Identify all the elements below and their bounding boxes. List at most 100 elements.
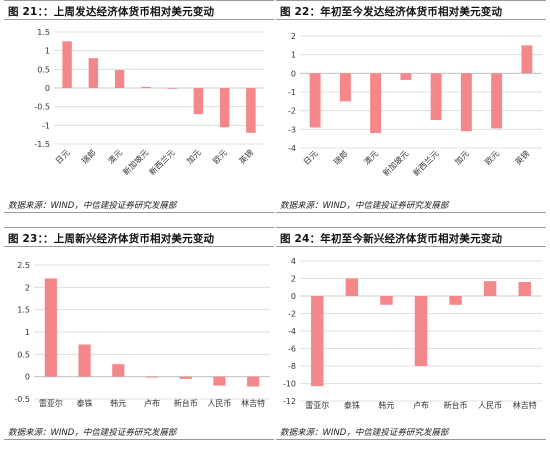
y-tick-label: -1 xyxy=(288,88,296,97)
data-source-note: 数据来源：WIND，中信建投证券研究发展部 xyxy=(8,428,177,438)
x-tick-label: 新西兰元 xyxy=(147,147,177,177)
y-tick-label: 4 xyxy=(291,257,296,266)
data-source-note: 数据来源：WIND，中信建投证券研究发展部 xyxy=(8,201,177,211)
bar xyxy=(491,73,503,129)
bar-chart-svg: -12 -10 -8 -6 -4 -2 0 2 4 雷亚尔 泰铢 韩元 卢布 新台币 人民币 林吉特 xyxy=(283,257,542,410)
x-tick-label: 泰铢 xyxy=(77,398,93,408)
x-tick-label: 日元 xyxy=(54,148,72,166)
bar xyxy=(44,278,57,377)
bar xyxy=(219,88,230,128)
y-tick-label: 0 xyxy=(291,69,296,78)
y-tick-label: -1 xyxy=(42,121,50,130)
x-tick-label: 卢布 xyxy=(413,400,429,410)
figure-label: 图 24： xyxy=(280,233,321,245)
y-tick-label: 2 xyxy=(291,32,296,41)
chart-area: -4 -3 -2 -1 0 1 2 日元 瑞郎 澳元 新加坡元 新西兰元 加元 欧元 英镑 xyxy=(276,22,546,192)
bar-chart-svg: -0.5 0 0.5 1 1.5 2 2.5 雷亚尔 泰铢 韩元 卢布 新台币 人民币 林吉特 xyxy=(14,261,270,408)
x-tick-label: 加元 xyxy=(184,147,202,165)
y-tick-label: 1.5 xyxy=(37,28,50,37)
data-source-note: 数据来源：WIND，中信建投证券研究发展部 xyxy=(280,201,449,211)
divider xyxy=(4,212,274,213)
bar xyxy=(247,376,260,387)
x-tick-label: 瑞郎 xyxy=(79,147,97,165)
y-tick-label: -0.5 xyxy=(14,395,30,404)
y-tick-label: 0 xyxy=(291,292,296,301)
figure-label: 图 21： xyxy=(8,6,44,18)
x-tick-label: 韩元 xyxy=(110,398,126,408)
y-tick-label: -2 xyxy=(288,107,296,116)
y-tick-label: 1 xyxy=(45,47,50,56)
figure-title: ：上周发达经济体货币相对美元变动 xyxy=(43,6,215,18)
bar xyxy=(309,73,321,128)
chart-panel-22: 图 22：年初至今发达经济体货币相对美元变动 -4 -3 -2 -1 0 1 2 日元 瑞郎 澳元… xyxy=(276,0,546,226)
bar xyxy=(179,376,192,379)
bar xyxy=(518,282,531,296)
x-tick-label: 新加坡元 xyxy=(381,148,411,178)
chart-panel-21: 图 21：：上周发达经济体货币相对美元变动 -1.5 -1 -0.5 0 0.5 1 1.5… xyxy=(4,0,274,226)
figure-title: ：上周新兴经济体货币相对美元变动 xyxy=(43,233,215,245)
chart-title-bar: 图 24：年初至今新兴经济体货币相对美元变动 xyxy=(276,227,546,247)
y-tick-label: 0 xyxy=(25,373,30,382)
figure-title: 年初至今发达经济体货币相对美元变动 xyxy=(320,6,503,18)
bar xyxy=(380,296,393,305)
y-tick-label: -8 xyxy=(288,362,296,371)
y-tick-label: -1.5 xyxy=(34,140,50,149)
y-tick-label: -0.5 xyxy=(34,103,50,112)
data-source-note: 数据来源：WIND，中信建投证券研究发展部 xyxy=(280,428,449,438)
bar xyxy=(246,88,256,133)
x-tick-label: 韩元 xyxy=(378,400,394,410)
figure-label: 图 23： xyxy=(8,233,44,245)
y-tick-label: 0 xyxy=(45,84,50,93)
bar xyxy=(62,41,72,88)
bar xyxy=(339,73,351,102)
x-tick-label: 雷亚尔 xyxy=(39,398,63,408)
x-tick-label: 新加坡元 xyxy=(121,147,151,177)
chart-title-bar: 图 23：：上周新兴经济体货币相对美元变动 xyxy=(4,227,274,247)
x-tick-label: 日元 xyxy=(302,149,320,167)
divider xyxy=(4,439,274,440)
x-tick-label: 欧元 xyxy=(211,147,229,165)
bar xyxy=(141,86,151,88)
chart-title: 图 21：：上周发达经济体货币相对美元变动 xyxy=(8,4,214,19)
x-tick-label: 卢布 xyxy=(144,398,160,408)
x-tick-label: 澳元 xyxy=(362,148,380,166)
y-tick-label: 2 xyxy=(291,275,296,284)
bar xyxy=(345,278,359,296)
chart-area: -12 -10 -8 -6 -4 -2 0 2 4 雷亚尔 泰铢 韩元 卢布 新台币 人民币 林吉特 xyxy=(276,249,546,419)
bar xyxy=(213,376,226,386)
bar xyxy=(400,73,412,80)
x-tick-label: 新台币 xyxy=(444,400,468,410)
x-tick-label: 泰铢 xyxy=(344,400,360,410)
y-tick-label: -3 xyxy=(288,125,296,134)
y-tick-label: -2 xyxy=(288,310,296,319)
bar xyxy=(167,88,177,89)
x-tick-label: 人民币 xyxy=(207,399,231,408)
chart-panel-23: 图 23：：上周新兴经济体货币相对美元变动 -0.5 0 0.5 1 1.5 2 2.5 雷亚… xyxy=(4,227,274,453)
chart-title: 图 23：：上周新兴经济体货币相对美元变动 xyxy=(8,231,214,246)
bar xyxy=(449,296,462,305)
divider xyxy=(276,439,546,440)
y-tick-label: 1.5 xyxy=(17,306,30,315)
y-tick-label: -12 xyxy=(283,397,296,406)
bar xyxy=(483,281,497,296)
x-tick-label: 英镑 xyxy=(237,147,255,165)
chart-title-bar: 图 21：：上周发达经济体货币相对美元变动 xyxy=(4,0,274,20)
figure-label: 图 22： xyxy=(280,6,321,18)
chart-title-bar: 图 22：年初至今发达经济体货币相对美元变动 xyxy=(276,0,546,20)
y-tick-label: 1 xyxy=(25,328,30,337)
bar xyxy=(370,73,382,134)
y-tick-label: -4 xyxy=(288,327,296,336)
bar xyxy=(430,73,442,120)
chart-title: 图 24：年初至今新兴经济体货币相对美元变动 xyxy=(280,231,502,246)
x-tick-label: 新台币 xyxy=(174,398,198,408)
bar xyxy=(460,73,472,132)
x-tick-label: 澳元 xyxy=(106,147,124,165)
x-tick-label: 新西兰元 xyxy=(411,148,441,178)
chart-panel-24: 图 24：年初至今新兴经济体货币相对美元变动 -12 -10 -8 -6 -4 -2 0 2 4… xyxy=(276,227,546,453)
x-tick-label: 加元 xyxy=(452,148,470,166)
x-tick-label: 瑞郎 xyxy=(331,148,349,166)
chart-area: -1.5 -1 -0.5 0 0.5 1 1.5 日元 瑞郎 澳元 新加坡元 新西兰元 加元 欧元 英镑 xyxy=(4,22,274,192)
chart-title: 图 22：年初至今发达经济体货币相对美元变动 xyxy=(280,4,502,19)
bar xyxy=(414,296,428,366)
